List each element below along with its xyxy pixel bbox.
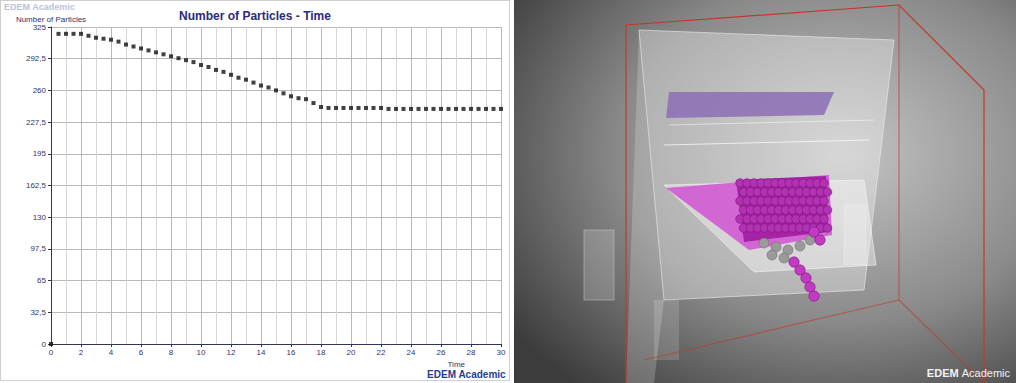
svg-text:325: 325 (33, 23, 47, 32)
svg-text:18: 18 (317, 348, 326, 357)
svg-text:22: 22 (377, 348, 386, 357)
svg-text:2: 2 (79, 348, 84, 357)
svg-text:20: 20 (347, 348, 356, 357)
svg-text:14: 14 (257, 348, 266, 357)
svg-text:162,5: 162,5 (26, 181, 47, 190)
svg-text:6: 6 (139, 348, 144, 357)
svg-text:130: 130 (33, 213, 47, 222)
svg-text:32,5: 32,5 (30, 308, 46, 317)
svg-text:Time: Time (448, 360, 466, 369)
svg-text:260: 260 (33, 86, 47, 95)
svg-text:EDEM Academic: EDEM Academic (427, 369, 506, 380)
svg-text:4: 4 (109, 348, 114, 357)
svg-text:10: 10 (197, 348, 206, 357)
svg-text:EDEM Academic: EDEM Academic (4, 2, 75, 12)
svg-text:65: 65 (37, 276, 46, 285)
svg-text:30: 30 (497, 348, 506, 357)
svg-text:Number of Particles: Number of Particles (16, 15, 86, 24)
svg-text:8: 8 (169, 348, 174, 357)
svg-text:0: 0 (49, 348, 54, 357)
svg-text:Number of Particles - Time: Number of Particles - Time (179, 9, 331, 23)
svg-text:24: 24 (407, 348, 416, 357)
svg-text:28: 28 (467, 348, 476, 357)
svg-text:12: 12 (227, 348, 236, 357)
svg-text:195: 195 (33, 149, 47, 158)
svg-text:227,5: 227,5 (26, 118, 47, 127)
svg-text:0: 0 (42, 340, 47, 349)
svg-text:292,5: 292,5 (26, 54, 47, 63)
svg-text:26: 26 (437, 348, 446, 357)
svg-text:16: 16 (287, 348, 296, 357)
svg-text:EDEM Academic: EDEM Academic (927, 367, 1011, 379)
svg-text:97,5: 97,5 (30, 244, 46, 253)
